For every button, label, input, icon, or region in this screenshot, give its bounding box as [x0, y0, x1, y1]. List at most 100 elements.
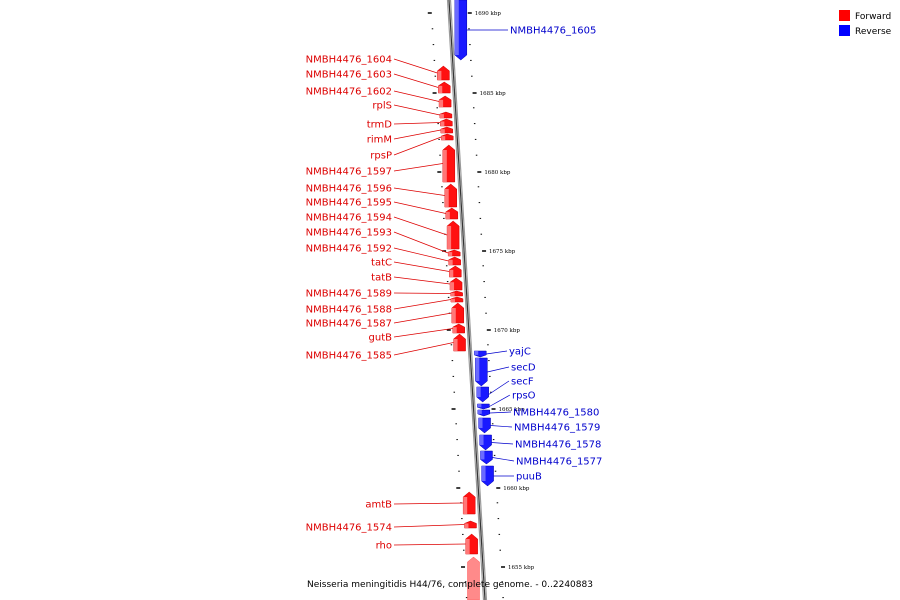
- leader-line: [393, 231, 449, 254]
- forward-gene-highlight: [438, 85, 443, 93]
- forward-gene-highlight: [450, 282, 455, 290]
- gene-label[interactable]: secD: [511, 363, 536, 374]
- forward-gene-highlight: [450, 292, 455, 296]
- leader-line: [393, 73, 439, 88]
- forward-gene[interactable]: [453, 333, 466, 352]
- gene-label[interactable]: NMBH4476_1594: [306, 213, 392, 224]
- gene-label[interactable]: NMBH4476_1579: [514, 423, 600, 434]
- gene-label[interactable]: rpsO: [512, 391, 536, 402]
- gene-label[interactable]: gutB: [369, 333, 393, 344]
- backbone-line-right: [449, 0, 488, 600]
- tick-label: 1660 kbp: [503, 486, 530, 492]
- gene-label[interactable]: NMBH4476_1574: [306, 523, 392, 534]
- leader-line: [393, 261, 450, 272]
- forward-gene-highlight: [464, 523, 469, 528]
- gene-label[interactable]: NMBH4476_1605: [510, 26, 596, 37]
- gene-label[interactable]: NMBH4476_1580: [513, 408, 599, 419]
- forward-gene-highlight: [465, 539, 470, 554]
- backbone-line: [448, 0, 486, 600]
- forward-gene[interactable]: [440, 118, 453, 127]
- gene-label[interactable]: NMBH4476_1596: [306, 184, 392, 195]
- forward-gene[interactable]: [451, 302, 465, 324]
- forward-gene[interactable]: [450, 290, 463, 297]
- reverse-gene-highlight: [476, 387, 481, 397]
- gene-label[interactable]: tatB: [371, 273, 392, 284]
- reverse-gene[interactable]: [479, 434, 492, 451]
- forward-gene[interactable]: [448, 256, 461, 266]
- gene-label[interactable]: tatC: [371, 258, 392, 269]
- forward-gene[interactable]: [445, 207, 459, 220]
- gene-label[interactable]: NMBH4476_1587: [306, 319, 392, 330]
- gene-label[interactable]: NMBH4476_1577: [516, 457, 602, 468]
- forward-gene[interactable]: [449, 265, 462, 278]
- leader-line: [486, 350, 508, 355]
- forward-gene[interactable]: [440, 126, 454, 134]
- gene-label[interactable]: puuB: [516, 472, 542, 483]
- forward-gene[interactable]: [442, 144, 456, 183]
- gene-label[interactable]: NMBH4476_1595: [306, 198, 392, 209]
- gene-label[interactable]: trmD: [367, 120, 393, 131]
- legend-forward-label: Forward: [855, 12, 891, 22]
- forward-gene[interactable]: [437, 65, 450, 81]
- forward-gene[interactable]: [438, 81, 451, 94]
- forward-gene[interactable]: [467, 556, 480, 600]
- leader-line: [490, 425, 513, 428]
- tick-label: 1675 kbp: [489, 249, 516, 255]
- reverse-gene[interactable]: [480, 450, 493, 465]
- forward-gene[interactable]: [462, 491, 476, 515]
- reverse-gene[interactable]: [475, 357, 488, 387]
- forward-gene[interactable]: [439, 111, 453, 119]
- gene-label[interactable]: NMBH4476_1604: [306, 55, 392, 66]
- reverse-gene-highlight: [481, 466, 486, 481]
- leader-line: [393, 122, 441, 125]
- reverse-gene[interactable]: [476, 386, 489, 403]
- gene-label[interactable]: NMBH4476_1593: [306, 228, 392, 239]
- forward-gene[interactable]: [440, 133, 454, 141]
- gene-label[interactable]: rho: [376, 541, 392, 552]
- gene-label[interactable]: NMBH4476_1597: [306, 167, 392, 178]
- leader-line: [393, 104, 440, 116]
- gene-label[interactable]: NMBH4476_1603: [306, 70, 392, 81]
- leader-line: [393, 312, 452, 324]
- gene-label[interactable]: secF: [511, 377, 534, 388]
- reverse-gene-highlight: [454, 0, 459, 55]
- gene-label[interactable]: rimM: [367, 135, 392, 146]
- reverse-gene[interactable]: [481, 465, 494, 487]
- gene-label[interactable]: rplS: [372, 101, 392, 112]
- forward-gene[interactable]: [464, 520, 477, 529]
- forward-gene[interactable]: [447, 249, 461, 257]
- forward-gene[interactable]: [449, 277, 463, 291]
- reverse-gene[interactable]: [454, 0, 468, 61]
- gene-label[interactable]: rpsP: [370, 151, 392, 162]
- gene-label[interactable]: NMBH4476_1602: [306, 87, 392, 98]
- gene-label[interactable]: NMBH4476_1588: [306, 305, 392, 316]
- forward-gene[interactable]: [446, 220, 460, 250]
- reverse-gene-highlight: [477, 410, 482, 414]
- leader-line: [393, 276, 451, 285]
- gene-label[interactable]: yajC: [509, 347, 531, 358]
- forward-gene[interactable]: [450, 296, 464, 303]
- forward-gene[interactable]: [438, 95, 452, 108]
- forward-gene-highlight: [448, 259, 453, 265]
- minor-ticks: [431, 28, 504, 599]
- forward-gene-highlight: [463, 497, 468, 514]
- reverse-gene[interactable]: [477, 409, 491, 417]
- gene-label[interactable]: amtB: [365, 500, 392, 511]
- caption: Neisseria meningitidis H44/76, complete …: [307, 580, 593, 590]
- reverse-gene[interactable]: [473, 350, 487, 358]
- forward-gene[interactable]: [452, 323, 465, 334]
- tick-label: 1665 kbp: [499, 407, 526, 413]
- reverse-gene[interactable]: [478, 417, 491, 434]
- forward-gene[interactable]: [465, 533, 478, 555]
- leader-line: [393, 201, 446, 214]
- reverse-gene-highlight: [477, 404, 482, 408]
- forward-gene[interactable]: [444, 183, 457, 208]
- legend-forward-swatch: [839, 10, 850, 21]
- gene-label[interactable]: NMBH4476_1592: [306, 244, 392, 255]
- forward-gene-highlight: [453, 339, 458, 351]
- gene-label[interactable]: NMBH4476_1589: [306, 289, 392, 300]
- leader-line: [393, 543, 466, 546]
- reverse-gene[interactable]: [477, 403, 490, 410]
- gene-label[interactable]: NMBH4476_1585: [306, 351, 392, 362]
- gene-label[interactable]: NMBH4476_1578: [515, 440, 601, 451]
